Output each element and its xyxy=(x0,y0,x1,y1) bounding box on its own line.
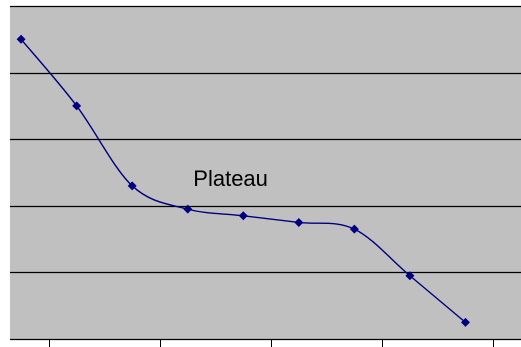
data-point-marker xyxy=(16,34,26,44)
series-markers xyxy=(16,34,470,327)
annotations: Plateau xyxy=(193,166,268,191)
annotation-label: Plateau xyxy=(193,166,268,191)
x-axis-ticks xyxy=(49,339,494,347)
data-point-marker xyxy=(294,217,304,227)
data-point-marker xyxy=(72,101,82,111)
plot-area xyxy=(10,6,521,339)
data-point-marker xyxy=(460,317,470,327)
data-point-marker xyxy=(183,204,193,214)
data-point-marker xyxy=(405,271,415,281)
gridlines xyxy=(10,5,521,341)
data-point-marker xyxy=(127,181,137,191)
data-point-marker xyxy=(349,224,359,234)
data-point-marker xyxy=(238,211,248,221)
